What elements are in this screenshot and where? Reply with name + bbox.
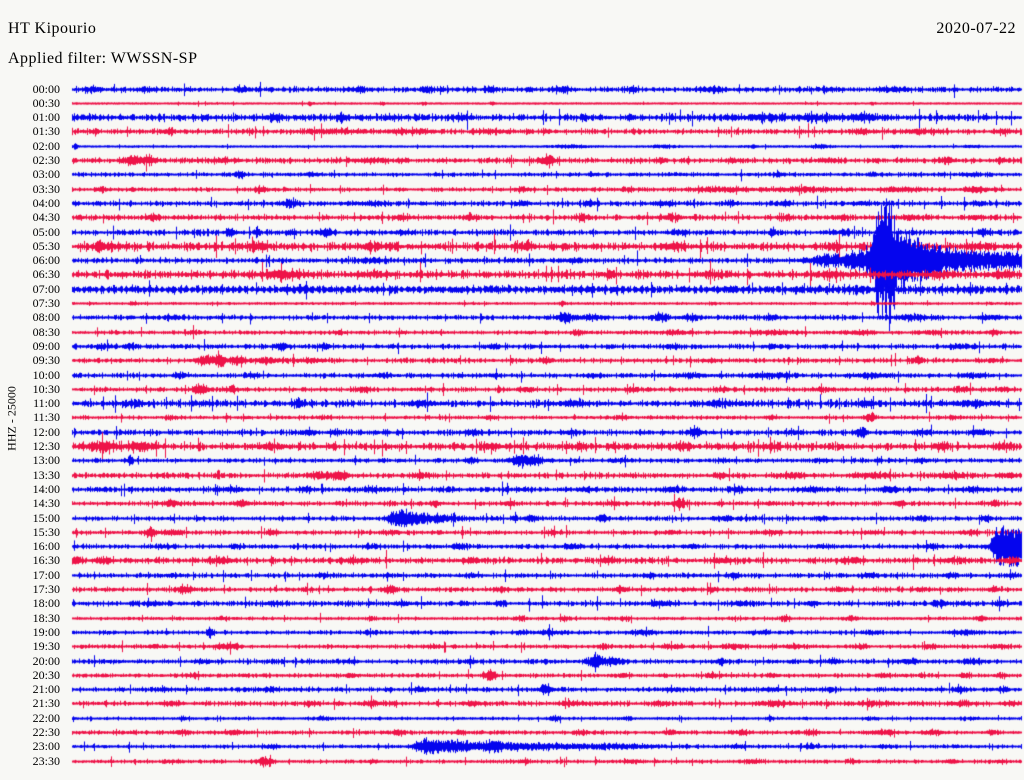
trace-time-label: 21:30 (32, 696, 60, 710)
trace-time-label: 13:30 (32, 468, 60, 482)
trace-time-label: 15:30 (32, 525, 60, 539)
trace-time-label: 09:00 (32, 339, 60, 353)
trace-time-label: 20:30 (32, 668, 60, 682)
trace-time-label: 01:30 (32, 124, 60, 138)
trace-time-label: 12:30 (32, 439, 60, 453)
applied-filter-label: Applied filter: WWSSN-SP (8, 50, 198, 67)
trace-time-label: 21:00 (32, 682, 60, 696)
trace-time-label: 20:00 (32, 654, 60, 668)
trace-time-label: 14:30 (32, 496, 60, 510)
trace-time-label: 22:30 (32, 725, 60, 739)
trace-time-label: 10:30 (32, 382, 60, 396)
trace-time-label: 18:00 (32, 596, 60, 610)
trace-time-label: 00:30 (32, 96, 60, 110)
record-date: 2020-07-22 (936, 20, 1016, 37)
trace-time-label: 01:00 (32, 110, 60, 124)
trace-time-label: 00:00 (32, 82, 60, 96)
trace-time-label: 04:30 (32, 210, 60, 224)
trace-time-label: 03:30 (32, 182, 60, 196)
trace-time-label: 08:00 (32, 310, 60, 324)
trace-time-label: 05:00 (32, 225, 60, 239)
trace-time-label: 05:30 (32, 239, 60, 253)
trace-time-label: 06:30 (32, 267, 60, 281)
trace-time-label: 18:30 (32, 611, 60, 625)
trace-time-label: 07:00 (32, 282, 60, 296)
time-label-column: 00:00 00:30 01:00 01:30 02:00 02:30 03:00 03:30… (0, 0, 63, 780)
trace-time-label: 03:00 (32, 167, 60, 181)
trace-time-label: 17:00 (32, 568, 60, 582)
trace-time-label: 02:30 (32, 153, 60, 167)
station-name: HT Kipourio (8, 20, 97, 37)
trace-time-label: 16:30 (32, 553, 60, 567)
trace-time-label: 22:00 (32, 711, 60, 725)
trace-time-label: 13:00 (32, 453, 60, 467)
trace-time-label: 11:30 (33, 410, 60, 424)
trace-time-label: 11:00 (33, 396, 60, 410)
trace-time-label: 23:00 (32, 739, 60, 753)
trace-time-label: 07:30 (32, 296, 60, 310)
trace-time-label: 23:30 (32, 754, 60, 768)
trace-time-label: 16:00 (32, 539, 60, 553)
trace-time-label: 14:00 (32, 482, 60, 496)
trace-time-label: 12:00 (32, 425, 60, 439)
trace-time-label: 10:00 (32, 368, 60, 382)
trace-time-label: 04:00 (32, 196, 60, 210)
trace-time-label: 08:30 (32, 325, 60, 339)
trace-time-label: 06:00 (32, 253, 60, 267)
trace-time-label: 17:30 (32, 582, 60, 596)
trace-time-label: 19:30 (32, 639, 60, 653)
trace-time-label: 15:00 (32, 511, 60, 525)
trace-time-label: 19:00 (32, 625, 60, 639)
trace-time-label: 02:00 (32, 139, 60, 153)
trace-time-label: 09:30 (32, 353, 60, 367)
